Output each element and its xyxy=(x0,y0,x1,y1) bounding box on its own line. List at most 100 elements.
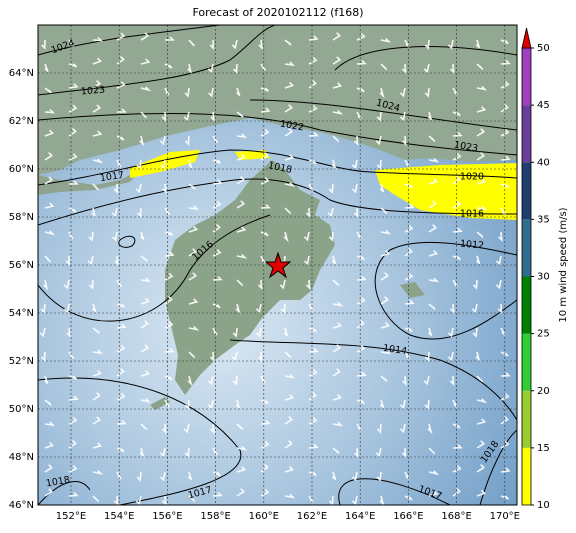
wind-barb xyxy=(113,495,119,505)
wind-barb xyxy=(164,207,171,216)
wind-barb xyxy=(209,39,215,50)
wind-barb xyxy=(284,154,295,161)
wind-barb xyxy=(236,133,248,139)
wind-barb xyxy=(305,207,311,219)
wind-barb xyxy=(380,375,388,382)
wind-barb xyxy=(332,447,340,454)
wind-barb xyxy=(376,423,382,434)
wind-barb xyxy=(92,130,103,137)
wind-barb xyxy=(232,327,238,338)
wind-barb xyxy=(39,327,46,338)
wind-barb xyxy=(164,36,175,41)
wind-barb xyxy=(68,63,78,68)
wind-barb xyxy=(447,327,454,338)
wind-barb xyxy=(476,231,484,238)
wind-barb xyxy=(68,375,77,380)
wind-barb xyxy=(476,106,487,113)
wind-barb xyxy=(92,303,97,313)
wind-barb xyxy=(332,56,342,65)
colorbar-tick-label: 25 xyxy=(537,329,550,340)
wind-barb xyxy=(428,470,440,476)
colorbar-bin xyxy=(522,162,531,220)
wind-barb xyxy=(188,326,200,331)
wind-barb xyxy=(231,39,238,50)
wind-barb xyxy=(424,399,430,410)
wind-barb xyxy=(428,277,440,283)
land-coast xyxy=(38,170,140,195)
wind-barb xyxy=(44,255,51,263)
wind-barb xyxy=(236,279,244,287)
wind-barb xyxy=(500,467,511,473)
wind-barb xyxy=(88,279,94,290)
wind-barb xyxy=(476,85,488,91)
wind-barb xyxy=(428,490,439,497)
wind-barb xyxy=(332,279,340,286)
wind-barb xyxy=(452,423,461,429)
wind-barb xyxy=(379,87,385,99)
wind-barb xyxy=(308,132,319,137)
wind-barb xyxy=(236,445,248,451)
colorbar-tick-label: 50 xyxy=(537,43,550,54)
wind-barb xyxy=(428,157,440,163)
wind-barb xyxy=(280,303,286,314)
wind-barb xyxy=(380,250,391,257)
lat-label: 50°N xyxy=(9,404,34,415)
wind-barb xyxy=(236,226,247,233)
wind-barb xyxy=(260,107,271,113)
wind-patch xyxy=(130,150,517,220)
wind-barb xyxy=(92,442,103,449)
wind-barb xyxy=(500,128,510,137)
wind-barb xyxy=(236,200,246,209)
wind-barb xyxy=(140,344,150,353)
wind-barb xyxy=(452,255,461,261)
colorbar-tick-label: 40 xyxy=(537,157,550,168)
wind-barb xyxy=(424,351,430,362)
wind-barb xyxy=(379,183,385,193)
wind-barb xyxy=(139,447,145,459)
wind-barb xyxy=(44,464,53,473)
wind-barb xyxy=(161,111,167,122)
wind-barb xyxy=(476,418,487,425)
wind-barb xyxy=(92,349,104,355)
wind-barb xyxy=(209,351,215,363)
wind-barb xyxy=(184,399,190,410)
wind-barb xyxy=(140,86,152,92)
wind-barb xyxy=(284,61,296,67)
wind-barb xyxy=(452,175,461,185)
colorbar-extend xyxy=(521,27,532,49)
wind-barb xyxy=(450,63,455,75)
wind-barb xyxy=(257,279,263,291)
wind-barb xyxy=(162,183,167,195)
wind-barb xyxy=(356,33,366,41)
wind-barb xyxy=(356,296,366,305)
wind-barb xyxy=(140,58,151,65)
wind-barb xyxy=(187,63,193,75)
wind-barb xyxy=(236,423,244,430)
wind-barb xyxy=(260,87,269,92)
wind-barb xyxy=(44,109,56,114)
wind-barb xyxy=(188,225,199,233)
wind-barb xyxy=(284,394,295,401)
wind-barb xyxy=(236,488,246,497)
wind-barb xyxy=(303,231,310,242)
lat-label: 62°N xyxy=(9,116,34,127)
wind-barb xyxy=(260,419,271,425)
wind-barb xyxy=(500,155,511,161)
wind-barb xyxy=(404,159,410,168)
wind-barb xyxy=(284,351,292,358)
wind-barb xyxy=(331,159,337,171)
map-frame xyxy=(37,24,518,506)
contour-label: 1017 xyxy=(99,170,124,184)
wind-barb xyxy=(356,111,362,120)
wind-barb xyxy=(428,250,439,257)
wind-barb xyxy=(428,447,436,455)
wind-barb xyxy=(44,399,52,406)
wind-barb xyxy=(475,39,481,49)
wind-barb xyxy=(379,399,385,409)
wind-barb xyxy=(112,231,118,242)
lon-label: 160°E xyxy=(249,511,279,522)
wind-barb xyxy=(116,323,127,329)
lon-label: 166°E xyxy=(393,511,423,522)
wind-barb xyxy=(68,83,79,89)
wind-barb xyxy=(308,416,318,425)
